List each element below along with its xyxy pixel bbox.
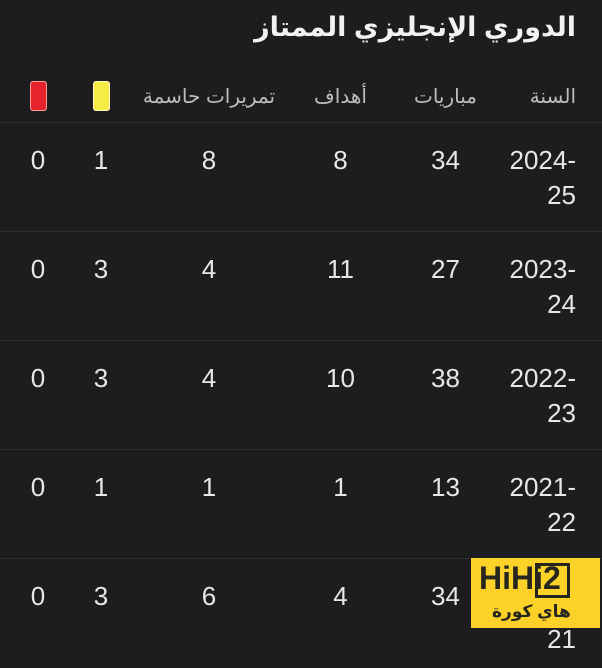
yellow-cards-cell-value: 3 [93,254,109,284]
matches-cell-value: 27 [431,254,460,284]
goals-cell: 11 [288,252,393,287]
season-cell-value: 2022-23 [509,363,577,428]
table-row: 2024-25 34 8 8 1 0 [0,123,602,232]
season-cell: 2021-22 [498,470,602,540]
goals-cell-value: 4 [333,581,348,611]
red-cards-cell: 0 [4,470,72,505]
watermark-brand-text: HiHi2 [479,560,561,596]
yellow-cards-cell-value: 3 [93,363,109,393]
assists-cell: 8 [130,143,288,178]
table-row: 2021-22 13 1 1 1 0 [0,450,602,559]
assists-cell: 6 [130,579,288,614]
red-cards-cell: 0 [4,143,72,178]
yellow-cards-column-header [72,81,130,111]
season-cell-value: 2021-22 [509,472,577,537]
red-card-icon [29,81,47,111]
yellow-cards-cell: 3 [72,252,130,287]
red-cards-cell-value: 0 [30,254,46,284]
red-cards-cell: 0 [4,579,72,614]
yellow-cards-cell-value: 1 [93,472,109,502]
red-cards-cell: 0 [4,252,72,287]
watermark-tagline: هاي كورة [492,602,571,621]
yellow-cards-cell: 3 [72,361,130,396]
red-cards-cell-value: 0 [30,472,46,502]
yellow-cards-cell-value: 1 [93,145,109,175]
assists-cell-value: 4 [201,363,217,393]
season-cell: 2023-24 [498,252,602,322]
matches-column-label: مباريات [414,85,477,108]
goals-cell-value: 11 [327,254,354,284]
matches-column-header: مباريات [393,84,498,109]
red-cards-column-header [4,81,72,111]
stats-table-body: 2024-25 34 8 8 1 0 2023-24 27 11 4 3 0 2022-23 38 10 4 3… [0,123,602,668]
matches-cell: 27 [393,252,498,287]
yellow-cards-cell: 1 [72,470,130,505]
assists-column-header: تمريرات حاسمة [130,84,288,109]
season-cell-value: 2024-25 [509,145,577,210]
table-row: 2023-24 27 11 4 3 0 [0,232,602,341]
table-header-row: السنة مباريات أهداف تمريرات حاسمة [0,70,602,123]
goals-cell: 4 [288,579,393,614]
yellow-card-icon [92,81,110,111]
season-column-label: السنة [529,85,576,108]
goals-cell: 1 [288,470,393,505]
assists-cell-value: 8 [201,145,217,175]
yellow-cards-cell-value: 3 [93,581,109,611]
goals-column-label: أهداف [314,85,367,108]
goals-cell-value: 10 [326,363,355,393]
goals-cell-value: 1 [333,472,348,502]
goals-cell: 8 [288,143,393,178]
matches-cell-value: 38 [431,363,460,393]
goals-cell-value: 8 [333,145,348,175]
season-cell: 2022-23 [498,361,602,431]
assists-cell: 4 [130,361,288,396]
page-title: الدوري الإنجليزي الممتاز [254,12,576,42]
season-cell: 2024-25 [498,143,602,213]
table-row: 2022-23 38 10 4 3 0 [0,341,602,450]
matches-cell-value: 34 [431,581,460,611]
season-cell-value: 2023-24 [509,254,577,319]
goals-column-header: أهداف [288,84,393,109]
matches-cell-value: 13 [431,472,460,502]
watermark-square-outline-icon [535,563,570,598]
assists-cell-value: 6 [201,581,217,611]
assists-cell: 1 [130,470,288,505]
assists-column-label: تمريرات حاسمة [142,85,276,108]
hihi2-watermark: HiHi2 هاي كورة [471,558,600,628]
matches-cell-value: 34 [431,145,460,175]
red-cards-cell-value: 0 [30,145,46,175]
assists-cell-value: 1 [201,472,217,502]
matches-cell: 38 [393,361,498,396]
assists-cell-value: 4 [201,254,217,284]
matches-cell: 34 [393,579,498,614]
matches-cell: 13 [393,470,498,505]
yellow-cards-cell: 3 [72,579,130,614]
stats-screen: { "title": "الدوري الإنجليزي الممتاز", "… [0,12,602,654]
season-column-header: السنة [498,84,602,109]
red-cards-cell-value: 0 [30,581,46,611]
yellow-cards-cell: 1 [72,143,130,178]
red-cards-cell: 0 [4,361,72,396]
red-cards-cell-value: 0 [30,363,46,393]
goals-cell: 10 [288,361,393,396]
matches-cell: 34 [393,143,498,178]
assists-cell: 4 [130,252,288,287]
